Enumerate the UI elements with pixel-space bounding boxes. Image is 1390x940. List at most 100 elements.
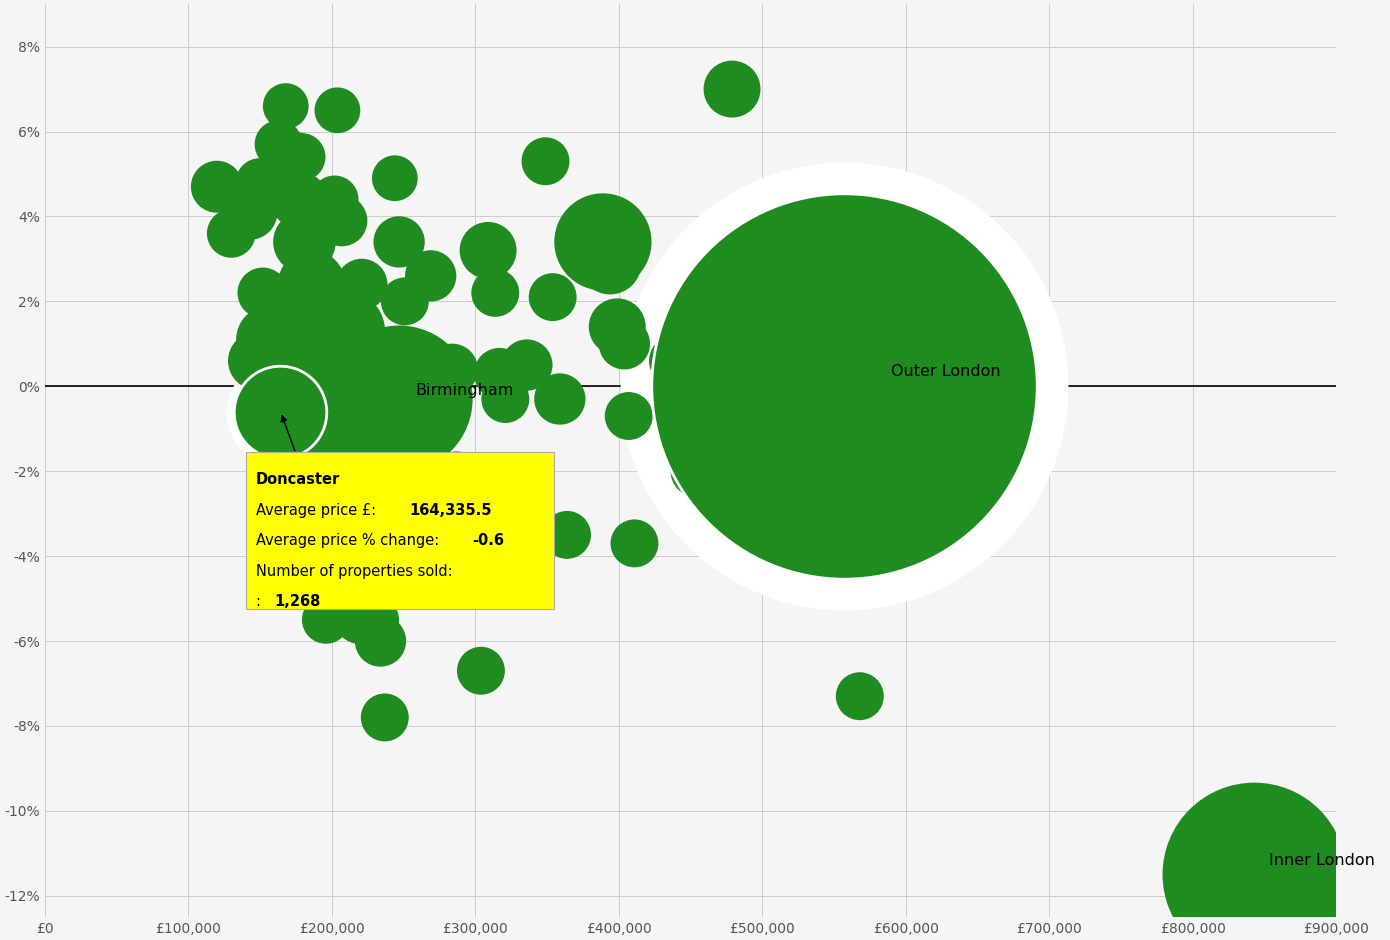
- Point: [503, 506, 525, 521]
- Point: [350, 277, 373, 292]
- Point: [676, 357, 698, 372]
- Point: [359, 527, 381, 542]
- Point: [256, 387, 278, 402]
- Point: [338, 383, 360, 398]
- Point: [270, 404, 292, 419]
- Point: [849, 689, 872, 704]
- Point: [354, 374, 377, 389]
- Point: [311, 434, 334, 449]
- Point: [393, 294, 416, 309]
- Text: 164,335.5: 164,335.5: [409, 503, 492, 518]
- Point: [334, 323, 356, 338]
- Point: [499, 477, 521, 492]
- Point: [291, 149, 313, 164]
- Point: [363, 540, 385, 556]
- Point: [381, 370, 403, 385]
- Point: [206, 180, 228, 195]
- Point: [320, 421, 342, 436]
- Text: Birmingham: Birmingham: [414, 384, 513, 399]
- Point: [345, 570, 367, 585]
- Text: Doncaster: Doncaster: [256, 472, 341, 487]
- Point: [470, 664, 492, 679]
- Point: [516, 357, 538, 372]
- Point: [413, 570, 435, 585]
- Point: [299, 320, 321, 335]
- Point: [324, 192, 346, 207]
- Point: [374, 710, 396, 725]
- Point: [833, 379, 855, 394]
- Text: Average price % change:: Average price % change:: [256, 533, 443, 548]
- Point: [623, 536, 645, 551]
- Point: [398, 362, 420, 377]
- Point: [477, 243, 499, 258]
- Point: [685, 463, 708, 478]
- Point: [314, 612, 336, 627]
- Point: [264, 396, 286, 411]
- Point: [456, 570, 478, 585]
- Point: [275, 99, 297, 114]
- Point: [370, 634, 392, 649]
- Point: [331, 213, 353, 228]
- Text: 1,268: 1,268: [274, 594, 321, 609]
- Point: [384, 171, 406, 186]
- Point: [278, 417, 300, 432]
- Point: [327, 102, 349, 118]
- Point: [441, 362, 463, 377]
- Point: [410, 506, 432, 521]
- Point: [841, 485, 863, 500]
- Point: [599, 256, 621, 271]
- Text: :: :: [256, 594, 265, 609]
- Point: [246, 353, 268, 368]
- Point: [377, 396, 399, 411]
- Point: [963, 404, 986, 419]
- Point: [252, 286, 274, 301]
- FancyBboxPatch shape: [246, 452, 555, 609]
- Point: [606, 320, 628, 335]
- Point: [452, 472, 474, 487]
- Point: [765, 379, 787, 394]
- Point: [348, 612, 370, 627]
- Point: [542, 290, 564, 305]
- Point: [285, 434, 307, 449]
- Point: [293, 234, 316, 249]
- Point: [306, 286, 328, 301]
- Point: [549, 391, 571, 406]
- Point: [267, 136, 289, 151]
- Point: [300, 277, 322, 292]
- Point: [341, 443, 363, 458]
- Point: [420, 268, 442, 283]
- Point: [592, 234, 614, 249]
- Point: [663, 353, 685, 368]
- Point: [239, 205, 261, 220]
- Point: [834, 396, 856, 411]
- Point: [320, 357, 342, 372]
- Point: [259, 332, 281, 347]
- Point: [220, 226, 242, 241]
- Point: [307, 349, 329, 364]
- Point: [1243, 867, 1265, 882]
- Point: [297, 230, 320, 245]
- Point: [270, 404, 292, 419]
- Text: Number of properties sold:: Number of properties sold:: [256, 564, 452, 579]
- Text: Inner London: Inner London: [1269, 854, 1375, 869]
- Point: [721, 82, 744, 97]
- Point: [304, 323, 327, 338]
- Point: [556, 527, 578, 542]
- Point: [366, 612, 388, 627]
- Point: [613, 337, 635, 352]
- Point: [249, 175, 271, 190]
- Point: [282, 149, 304, 164]
- Point: [388, 391, 410, 406]
- Point: [617, 409, 639, 424]
- Point: [310, 409, 332, 424]
- Point: [463, 570, 485, 585]
- Point: [833, 379, 855, 394]
- Point: [288, 192, 310, 207]
- Point: [388, 234, 410, 249]
- Point: [495, 391, 517, 406]
- Point: [406, 463, 428, 478]
- Point: [534, 154, 556, 169]
- Text: Outer London: Outer London: [891, 364, 1001, 379]
- Point: [431, 527, 453, 542]
- Point: [427, 477, 449, 492]
